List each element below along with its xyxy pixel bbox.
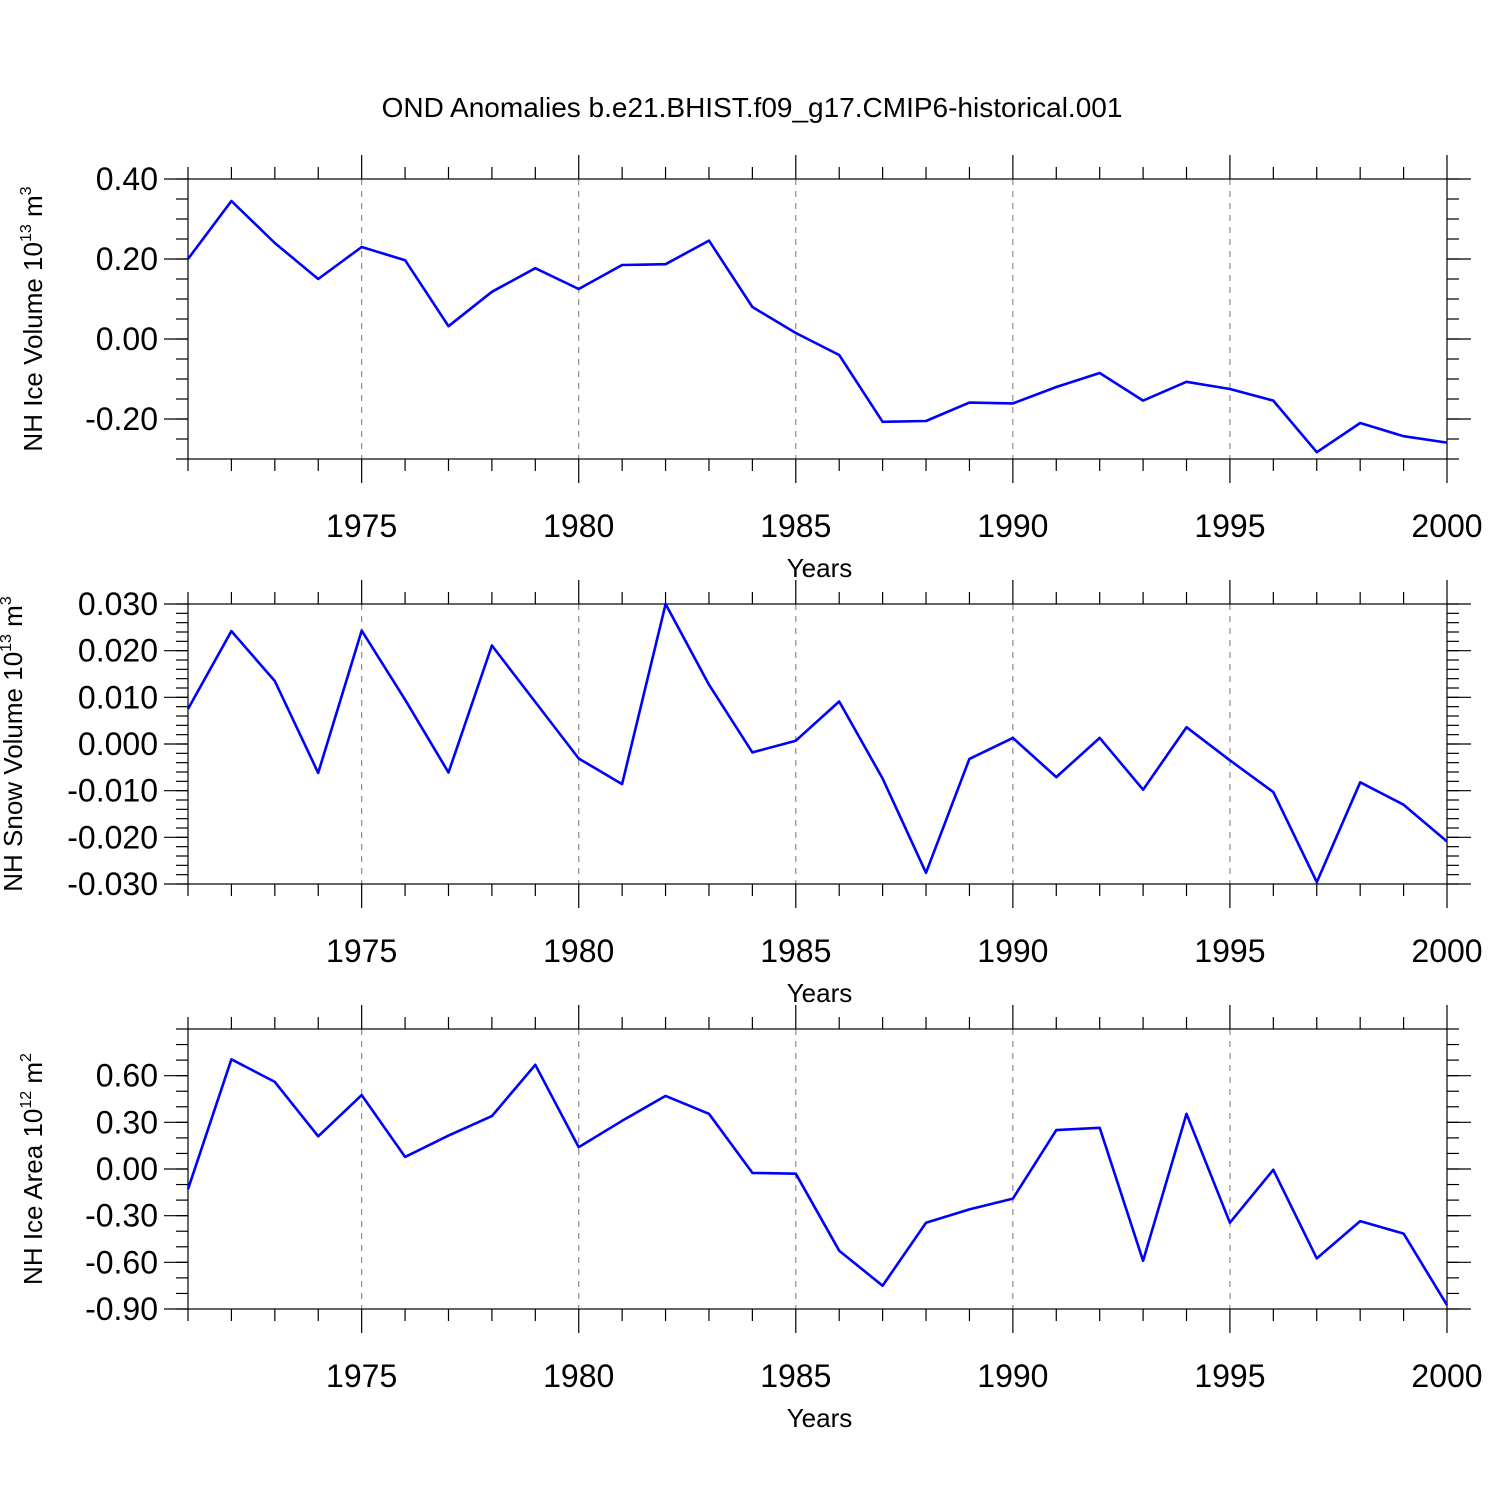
y-tick-label: 0.30 — [96, 1104, 158, 1140]
y-tick-label: -0.90 — [85, 1291, 158, 1327]
panels: -0.20 0.00 0.20 0.40 1975 1980 1985 1990 1995 200… — [0, 155, 1483, 1433]
x-tick-label: 1990 — [977, 933, 1048, 969]
chart-panel-1: -0.20 0.00 0.20 0.40 1975 1980 1985 1990 1995 200… — [18, 155, 1483, 583]
x-tick-label: 1990 — [977, 508, 1048, 544]
y-axis-label: NH Ice Area 1012 m2 — [18, 1053, 48, 1285]
y-tick-label: 0.020 — [78, 633, 158, 669]
x-tick-label: 1985 — [760, 1358, 831, 1394]
x-tick-label: 2000 — [1411, 933, 1482, 969]
series-line — [186, 199, 1448, 454]
x-tick-label: 1975 — [326, 933, 397, 969]
series-line — [186, 1058, 1449, 1306]
y-tick-label: -0.010 — [67, 773, 158, 809]
x-tick-label: 2000 — [1411, 1358, 1482, 1394]
y-tick-label: 0.030 — [78, 586, 158, 622]
figure-title: OND Anomalies b.e21.BHIST.f09_g17.CMIP6-… — [382, 92, 1123, 123]
x-tick-label: 1980 — [543, 508, 614, 544]
series-line — [186, 602, 1448, 884]
x-tick-label: 1985 — [760, 933, 831, 969]
y-tick-label: -0.030 — [67, 866, 158, 902]
x-tick-label: 1990 — [977, 1358, 1048, 1394]
x-axis-label: Years — [787, 553, 853, 583]
y-axis-label: NH Snow Volume 1013 m3 — [0, 596, 28, 892]
y-tick-label: 0.00 — [96, 321, 158, 357]
y-tick-label: -0.020 — [67, 819, 158, 855]
y-tick-label: 0.010 — [78, 679, 158, 715]
x-tick-label: 1995 — [1194, 933, 1265, 969]
y-tick-label: 0.000 — [78, 726, 158, 762]
x-axis-label: Years — [787, 1403, 853, 1433]
x-tick-label: 1975 — [326, 508, 397, 544]
chart-panel-3: -0.90 -0.60 -0.30 0.00 0.30 0.60 1975 1980 1985 1… — [18, 1005, 1483, 1433]
y-axis-label: NH Ice Volume 1013 m3 — [18, 186, 48, 451]
chart-panel-2: -0.030 -0.020 -0.010 0.000 0.010 0.020 0.030 19… — [0, 580, 1483, 1008]
y-tick-label: 0.20 — [96, 241, 158, 277]
y-tick-label: 0.60 — [96, 1058, 158, 1094]
x-tick-label: 1985 — [760, 508, 831, 544]
x-tick-label: 1975 — [326, 1358, 397, 1394]
y-tick-label: -0.20 — [85, 401, 158, 437]
x-tick-label: 2000 — [1411, 508, 1482, 544]
y-tick-label: -0.30 — [85, 1198, 158, 1234]
x-axis-label: Years — [787, 978, 853, 1008]
y-tick-label: 0.00 — [96, 1151, 158, 1187]
x-tick-label: 1995 — [1194, 508, 1265, 544]
y-tick-label: -0.60 — [85, 1244, 158, 1280]
y-tick-label: 0.40 — [96, 161, 158, 197]
x-tick-label: 1995 — [1194, 1358, 1265, 1394]
x-tick-label: 1980 — [543, 1358, 614, 1394]
x-tick-label: 1980 — [543, 933, 614, 969]
